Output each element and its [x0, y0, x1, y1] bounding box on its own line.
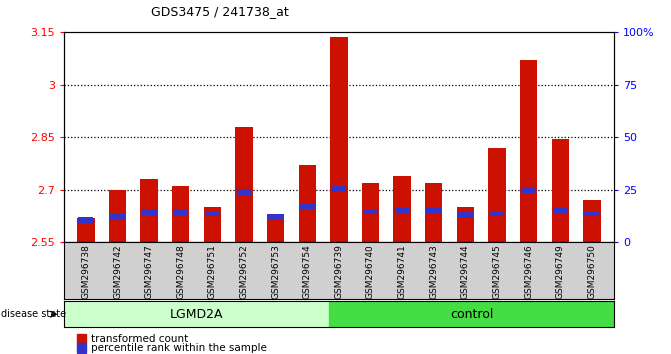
Bar	[79, 217, 93, 223]
Bar	[521, 188, 536, 193]
Bar	[268, 214, 283, 220]
Bar	[520, 60, 537, 242]
Bar	[267, 215, 285, 242]
Bar	[172, 186, 189, 242]
Text: disease state: disease state	[1, 309, 66, 319]
Bar	[330, 37, 348, 242]
Bar	[142, 210, 156, 215]
Bar	[393, 176, 411, 242]
Bar	[299, 165, 316, 242]
Text: GSM296738: GSM296738	[81, 244, 91, 299]
Bar	[204, 207, 221, 242]
Bar	[584, 211, 599, 216]
Bar	[236, 127, 253, 242]
Bar	[457, 207, 474, 242]
Text: GSM296748: GSM296748	[176, 244, 185, 299]
Bar	[237, 189, 252, 195]
Text: GSM296743: GSM296743	[429, 244, 438, 299]
Text: GSM296746: GSM296746	[524, 244, 533, 299]
Bar	[488, 148, 506, 242]
Bar	[173, 210, 188, 215]
Text: transformed count: transformed count	[91, 333, 189, 344]
Bar	[329, 301, 614, 327]
Bar	[425, 183, 442, 242]
Bar	[395, 207, 409, 213]
Text: GSM296745: GSM296745	[493, 244, 501, 299]
Bar	[300, 204, 315, 209]
Bar	[64, 301, 329, 327]
Bar	[205, 211, 220, 216]
Text: GSM296741: GSM296741	[398, 244, 407, 299]
Bar	[77, 218, 95, 242]
Text: GSM296740: GSM296740	[366, 244, 375, 299]
Bar	[140, 179, 158, 242]
Text: control: control	[450, 308, 493, 321]
Bar	[553, 207, 568, 213]
Bar	[110, 214, 125, 220]
Text: GSM296744: GSM296744	[461, 244, 470, 299]
Text: GSM296752: GSM296752	[240, 244, 248, 299]
Text: GSM296753: GSM296753	[271, 244, 280, 299]
Text: GSM296747: GSM296747	[145, 244, 154, 299]
Bar	[490, 211, 505, 216]
Bar	[363, 209, 378, 215]
Text: GSM296739: GSM296739	[334, 244, 344, 299]
Text: GSM296751: GSM296751	[208, 244, 217, 299]
Bar	[583, 200, 601, 242]
Text: GSM296742: GSM296742	[113, 244, 122, 299]
Bar	[458, 212, 473, 218]
Bar	[362, 183, 379, 242]
Bar	[109, 190, 126, 242]
Text: GSM296749: GSM296749	[556, 244, 565, 299]
Text: GDS3475 / 241738_at: GDS3475 / 241738_at	[151, 5, 289, 18]
Text: GSM296754: GSM296754	[303, 244, 312, 299]
Bar	[552, 139, 569, 242]
Text: GSM296750: GSM296750	[587, 244, 597, 299]
Bar	[426, 207, 441, 213]
Text: percentile rank within the sample: percentile rank within the sample	[91, 343, 267, 353]
Text: LGMD2A: LGMD2A	[170, 308, 223, 321]
Bar	[331, 186, 346, 192]
